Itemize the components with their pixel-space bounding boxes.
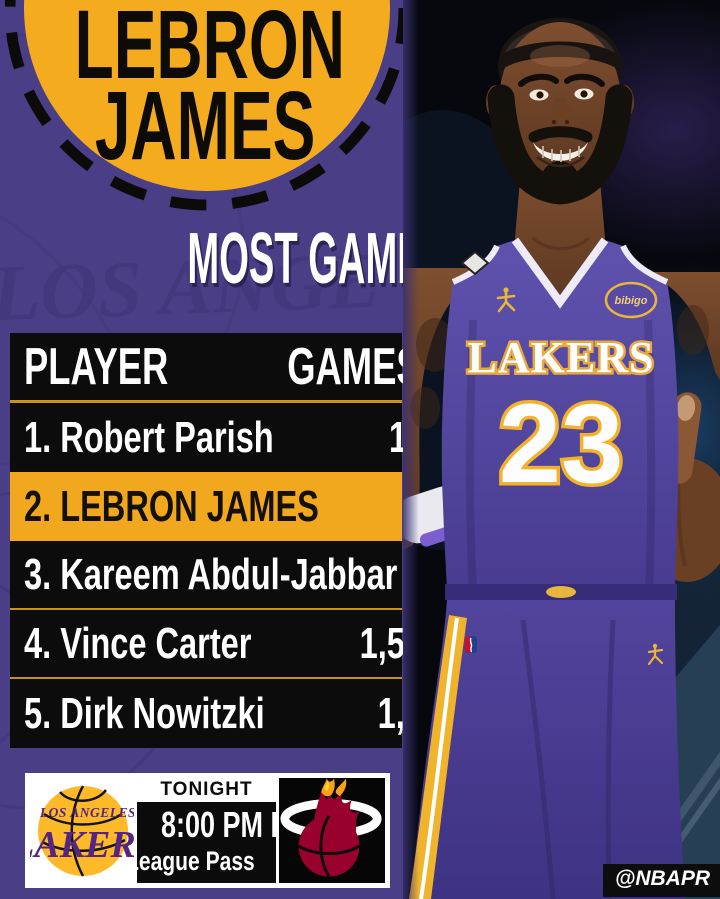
tonight-label: TONIGHT xyxy=(137,778,276,802)
badge-circle xyxy=(4,0,403,211)
matchup-info: TONIGHT 8:00 PM ET League Pass xyxy=(137,778,276,883)
table-row: 3. Kareem Abdul-Jabbar 1,560 xyxy=(10,541,402,610)
matchup-bar: LOS ANGELES LAKERS TONIGHT 8:00 PM ET xyxy=(25,773,390,888)
player-name-badge: LEBRON JAMES xyxy=(4,0,403,218)
lebron-photo: bibigo LAKERS 23 xyxy=(323,0,720,899)
table-row-highlighted: 2. LEBRON JAMES 1,610 xyxy=(10,472,402,541)
social-handle-badge: @NBAPR xyxy=(602,864,720,897)
badge-first-name: LEBRON xyxy=(74,0,345,99)
table-row: 5. Dirk Nowitzki 1,522 xyxy=(24,688,403,738)
table-row: 4. Vince Carter 1,541 xyxy=(10,610,403,679)
shorts-jumpman-icon xyxy=(647,643,664,666)
table-row: 1. Robert Parish 1,611 xyxy=(24,412,403,462)
heat-logo xyxy=(276,778,385,883)
badge-title: LEBRON JAMES xyxy=(5,0,403,181)
jersey-number: 23 xyxy=(499,381,624,506)
lakers-logo-icon: LOS ANGELES LAKERS xyxy=(30,785,134,877)
game-time: 8:00 PM ET xyxy=(161,804,276,845)
lebron-illustration: bibigo LAKERS 23 xyxy=(323,0,720,899)
table-header-row: PLAYER GAMES xyxy=(10,333,403,403)
jumpman-icon xyxy=(496,287,516,313)
badge-last-name: JAMES xyxy=(94,71,316,181)
broadcast-label: League Pass xyxy=(137,846,256,876)
page-title: MOST GAMES PLAYED xyxy=(187,219,403,299)
heat-logo-icon xyxy=(279,778,385,882)
lakers-city-text: LOS ANGELES xyxy=(39,805,134,820)
sponsor-patch-text: bibigo xyxy=(615,295,648,307)
lakers-logo: LOS ANGELES LAKERS xyxy=(30,778,137,883)
jersey-wordmark: LAKERS xyxy=(468,333,655,382)
stats-panel: LOS ANGE LEBRON JAMES MOST GAMES PLAYED … xyxy=(4,0,403,888)
games-played-table: PLAYER GAMES 1. Robert Parish 1,611 2. L… xyxy=(10,333,403,748)
column-header-games: GAMES xyxy=(287,337,403,396)
shorts-nba-logo-icon xyxy=(465,636,477,653)
lakers-wordmark-text: LAKERS xyxy=(30,824,134,866)
column-header-player: PLAYER xyxy=(24,337,169,396)
